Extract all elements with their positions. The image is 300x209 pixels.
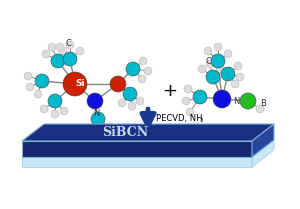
Circle shape	[48, 43, 56, 51]
Text: C: C	[65, 38, 71, 47]
Text: B: B	[260, 98, 266, 107]
Circle shape	[106, 123, 114, 131]
Circle shape	[231, 80, 239, 88]
Circle shape	[139, 57, 147, 65]
Text: SiBCN: SiBCN	[102, 126, 148, 139]
Circle shape	[193, 90, 207, 104]
Circle shape	[206, 70, 220, 84]
Circle shape	[234, 62, 242, 70]
Circle shape	[59, 47, 67, 55]
Circle shape	[128, 102, 136, 110]
Circle shape	[76, 47, 84, 55]
Polygon shape	[252, 124, 274, 157]
Circle shape	[66, 41, 74, 49]
Circle shape	[184, 85, 192, 93]
Circle shape	[204, 47, 212, 55]
Circle shape	[214, 43, 222, 51]
Circle shape	[182, 97, 190, 105]
Circle shape	[91, 112, 105, 126]
Circle shape	[84, 125, 92, 133]
Polygon shape	[22, 157, 252, 167]
Circle shape	[206, 60, 214, 68]
Circle shape	[63, 72, 87, 96]
Circle shape	[40, 105, 48, 113]
Circle shape	[63, 52, 77, 66]
Circle shape	[118, 99, 126, 107]
Circle shape	[87, 93, 103, 109]
Circle shape	[96, 129, 104, 137]
Polygon shape	[22, 141, 252, 157]
Circle shape	[138, 75, 146, 83]
Circle shape	[186, 108, 194, 116]
Circle shape	[216, 65, 224, 73]
Circle shape	[126, 62, 140, 76]
Text: 3: 3	[200, 119, 203, 124]
Circle shape	[224, 50, 232, 58]
Circle shape	[198, 65, 206, 73]
Circle shape	[34, 90, 42, 98]
Circle shape	[240, 93, 256, 109]
Circle shape	[51, 54, 65, 68]
Circle shape	[221, 67, 235, 81]
Circle shape	[26, 83, 34, 91]
Polygon shape	[252, 140, 274, 167]
Circle shape	[51, 110, 59, 118]
Text: N: N	[93, 110, 99, 119]
Polygon shape	[22, 124, 274, 141]
Text: C: C	[205, 57, 211, 66]
Circle shape	[256, 105, 264, 113]
Circle shape	[123, 87, 137, 101]
Text: +: +	[163, 82, 178, 100]
Circle shape	[144, 67, 152, 75]
Circle shape	[213, 90, 231, 108]
Circle shape	[48, 94, 62, 108]
Circle shape	[136, 97, 144, 105]
Circle shape	[211, 54, 225, 68]
Text: N: N	[233, 97, 239, 106]
Circle shape	[60, 107, 68, 115]
Circle shape	[24, 72, 32, 80]
Text: Si: Si	[75, 79, 85, 88]
Circle shape	[236, 73, 244, 81]
Circle shape	[42, 50, 50, 58]
Text: PECVD, NH: PECVD, NH	[156, 113, 202, 122]
Circle shape	[110, 76, 126, 92]
Circle shape	[35, 74, 49, 88]
Circle shape	[56, 43, 64, 51]
